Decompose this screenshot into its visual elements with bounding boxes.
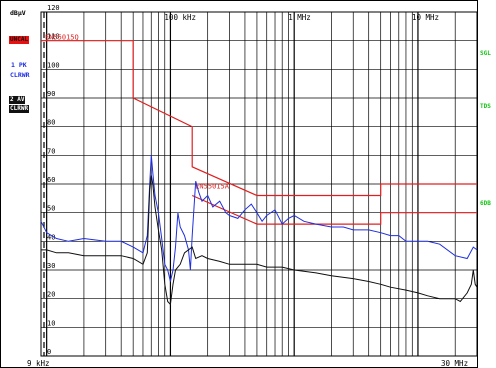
y-tick-label: 80: [47, 119, 55, 127]
x-tick-label: 1 MHz: [288, 13, 311, 22]
left-status-panel: dBµV UNCAL 1 PK CLRWR 2 AV CLRWR: [0, 0, 40, 368]
trace-2: [41, 175, 478, 306]
y-tick-label: 100: [47, 61, 60, 69]
trace-1: [40, 155, 478, 282]
x-stop-label: 30 MHz: [441, 359, 468, 368]
right-status-panel: SGL TDS 6DB: [478, 0, 496, 368]
y-tick-label: 30: [47, 262, 55, 270]
y-tick-label: 110: [47, 33, 60, 41]
y-tick-label: 120: [47, 4, 60, 12]
y-tick-label: 40: [47, 233, 55, 241]
trace1-mode[interactable]: CLRWR: [10, 71, 30, 79]
limit-line-1: [41, 40, 477, 197]
y-tick-label: 0: [47, 348, 51, 356]
limit-line-2: [191, 194, 477, 225]
y-tick-label: 50: [47, 205, 55, 213]
trace1-label[interactable]: 1 PK: [11, 61, 27, 69]
y-tick-label: 70: [47, 147, 55, 155]
uncal-badge: UNCAL: [9, 36, 30, 44]
x-tick-label: 100 kHz: [164, 13, 196, 22]
x-start-label: 9 kHz: [27, 359, 50, 368]
y-tick-label: 20: [47, 291, 55, 299]
sgl-indicator: SGL: [480, 50, 491, 57]
limit-line-label: EN55015Q: [45, 34, 79, 42]
limit-line-label: EN55015A: [195, 182, 230, 190]
trace2-label[interactable]: 2 AV: [9, 96, 26, 104]
y-tick-label: 60: [47, 176, 55, 184]
unit-label: dBµV: [10, 9, 26, 17]
6db-indicator: 6DB: [480, 200, 491, 207]
tdf-indicator: TDS: [480, 103, 491, 110]
y-tick-label: 90: [47, 90, 55, 98]
x-tick-label: 10 MHz: [412, 13, 439, 22]
y-tick-label: 10: [47, 319, 55, 327]
trace2-mode[interactable]: CLRWR: [9, 105, 30, 113]
